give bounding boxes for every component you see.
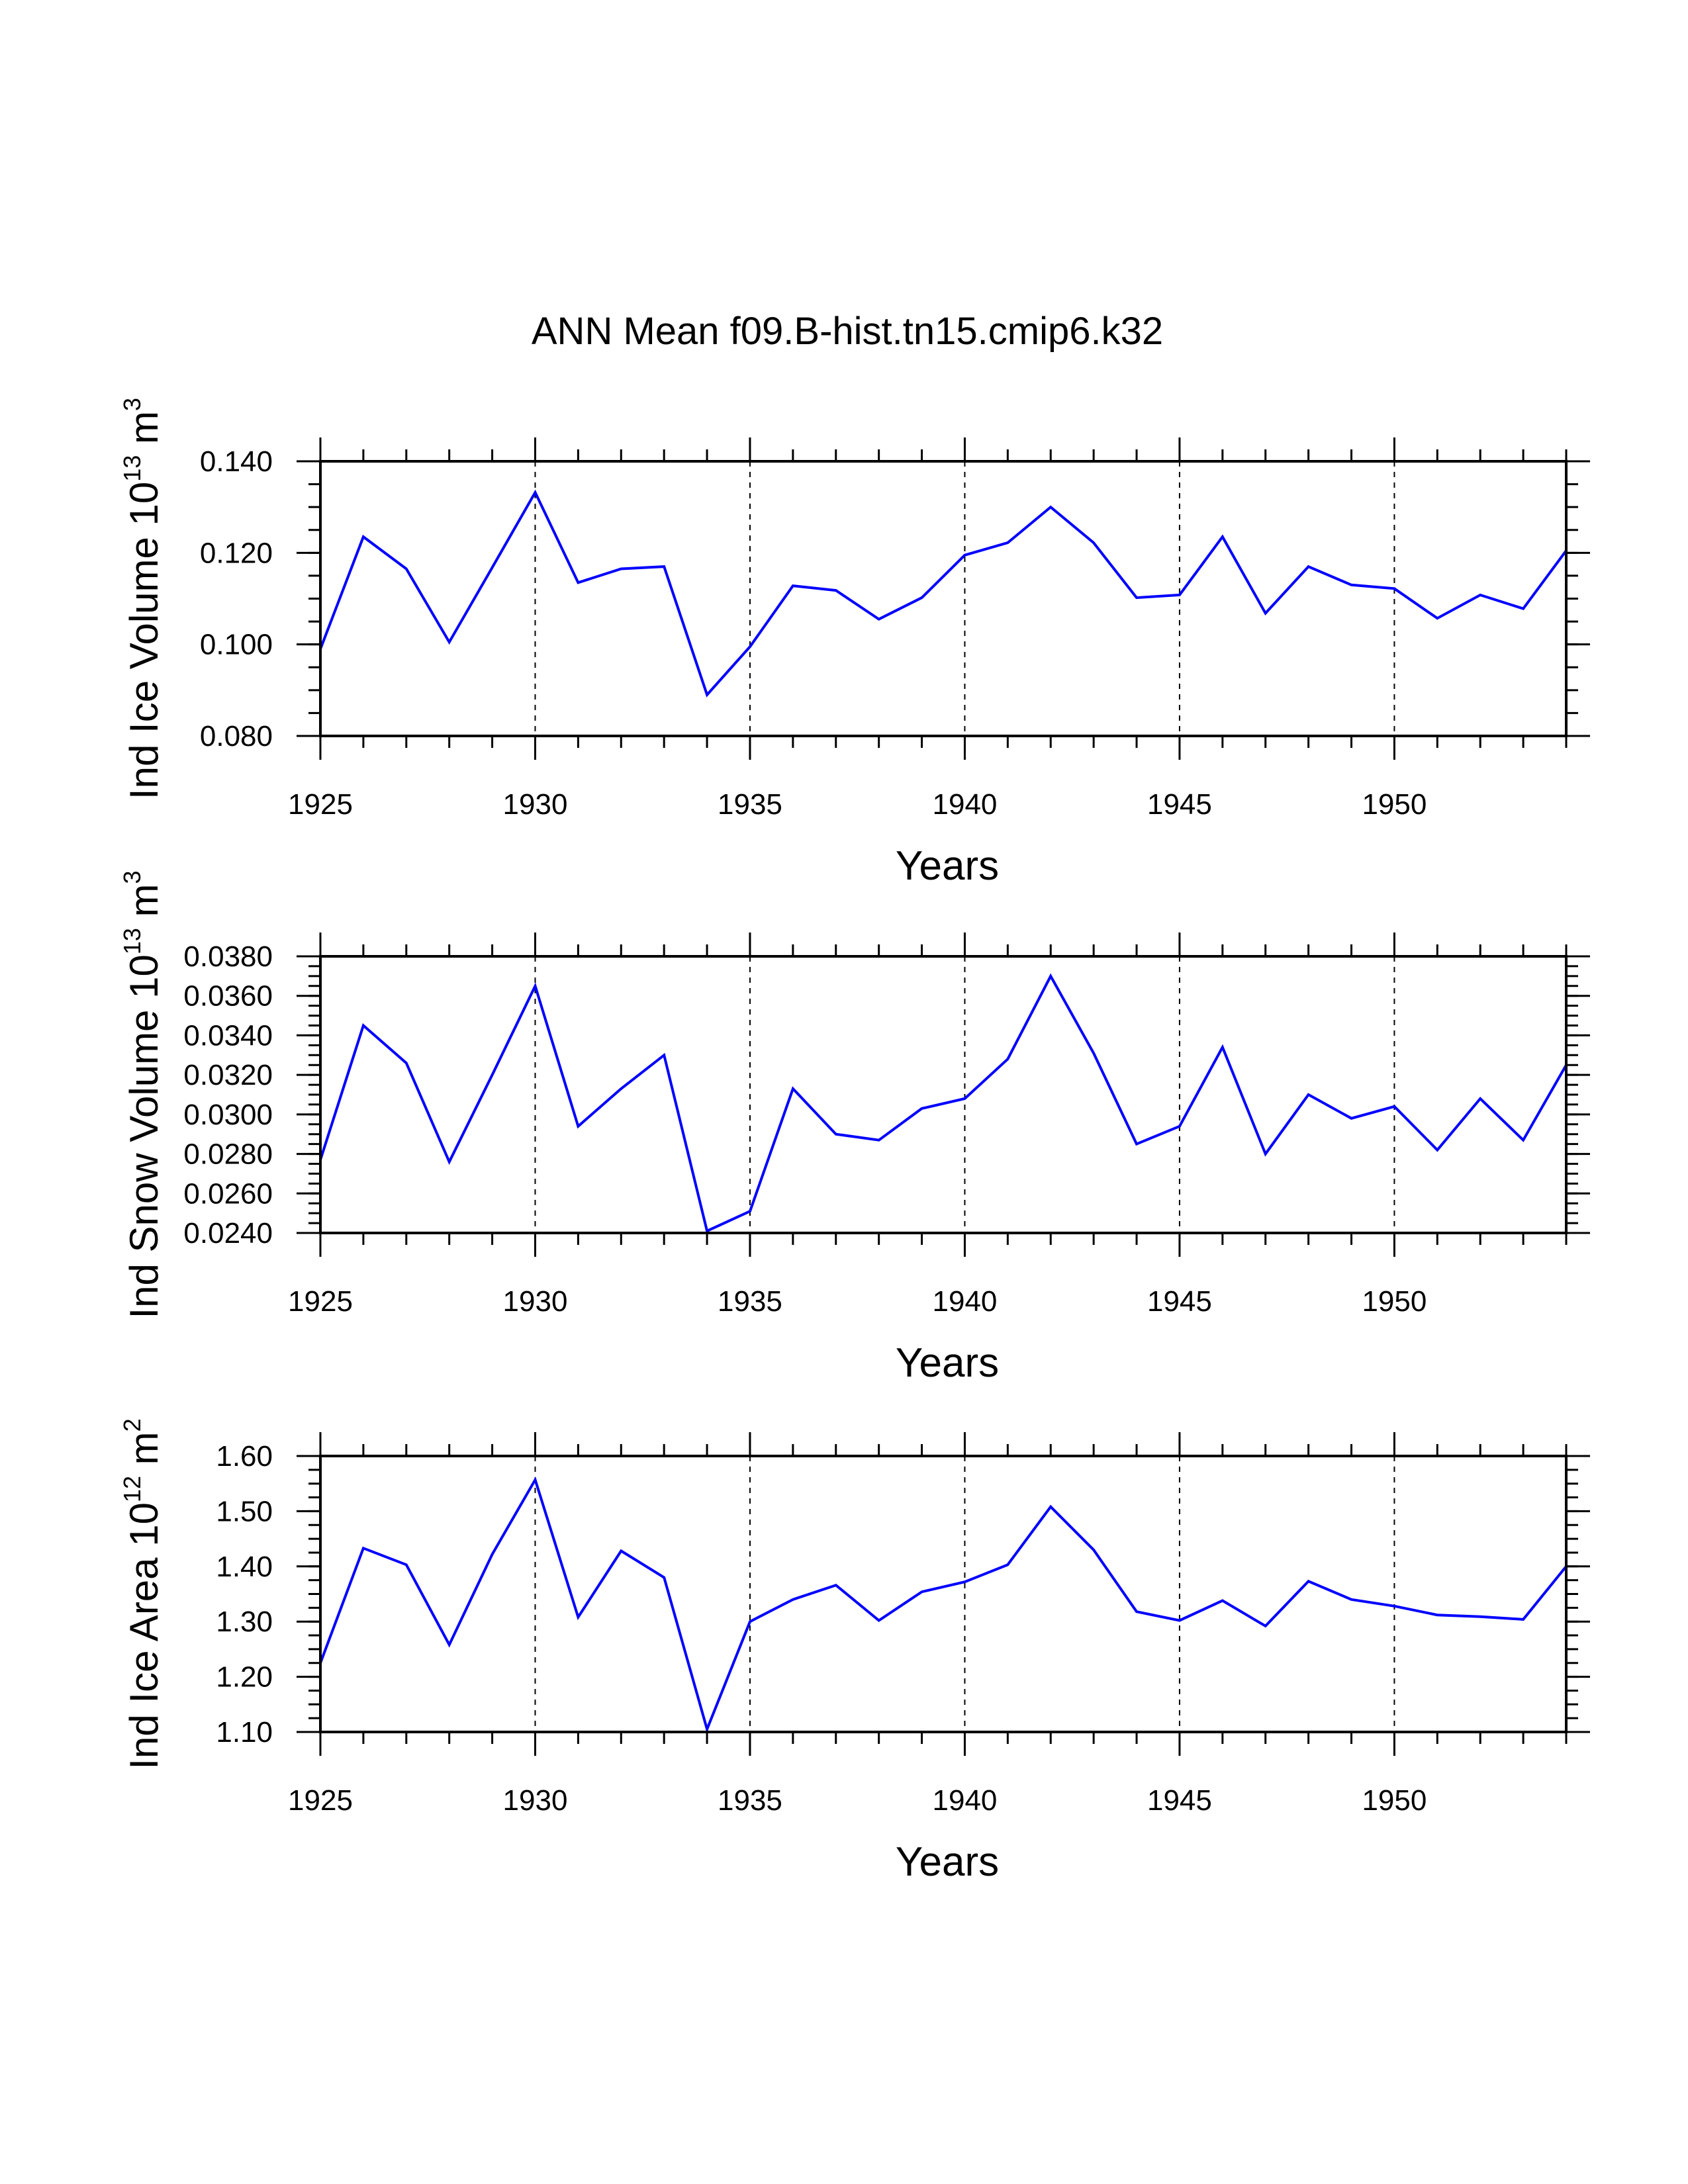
x-tick-label: 1950 bbox=[1362, 1784, 1427, 1817]
y-axis-title: Ind Ice Area 1012 m2 bbox=[118, 1418, 166, 1769]
y-tick-label: 0.0320 bbox=[183, 1059, 273, 1091]
series-line bbox=[319, 1476, 1568, 1734]
chart-title: ANN Mean f09.B-hist.tn15.cmip6.k32 bbox=[532, 310, 1163, 353]
x-tick-label: 1930 bbox=[503, 788, 568, 821]
y-tick-label: 1.30 bbox=[216, 1606, 273, 1638]
y-tick-label: 0.100 bbox=[200, 629, 273, 661]
x-tick-label: 1925 bbox=[288, 788, 353, 821]
panel-2: 1925 1930 1935 1940 1945 1950 Years 0.0240 0.026… bbox=[118, 870, 1590, 1386]
y-tick-label: 0.0380 bbox=[183, 940, 273, 973]
plot-frame bbox=[319, 460, 1568, 737]
plot-frame bbox=[319, 1455, 1568, 1733]
x-axis-title: Years bbox=[896, 843, 999, 889]
x-tick-label: 1930 bbox=[503, 1784, 568, 1817]
y-tick-label: 1.10 bbox=[216, 1716, 273, 1749]
y-tick-label: 0.0360 bbox=[183, 980, 273, 1013]
y-axis-title: Ind Ice Volume 1013 m3 bbox=[118, 398, 166, 799]
x-tick-label: 1935 bbox=[718, 1285, 782, 1318]
x-tick-label: 1940 bbox=[933, 788, 998, 821]
y-tick-label: 1.60 bbox=[216, 1440, 273, 1473]
plot-frame bbox=[319, 955, 1568, 1234]
panel-3: 1925 1930 1935 1940 1945 1950 Years 1.10 1.20 1.3… bbox=[118, 1418, 1590, 1885]
x-tick-label: 1935 bbox=[718, 1784, 782, 1817]
y-tick-label: 0.0300 bbox=[183, 1099, 273, 1131]
x-tick-label: 1930 bbox=[503, 1285, 568, 1318]
y-tick-label: 1.50 bbox=[216, 1495, 273, 1527]
x-tick-label: 1945 bbox=[1147, 1285, 1212, 1318]
x-tick-label: 1945 bbox=[1147, 1784, 1212, 1817]
y-tick-label: 0.120 bbox=[200, 537, 273, 569]
x-tick-label: 1940 bbox=[933, 1285, 998, 1318]
series-line bbox=[319, 489, 1568, 698]
y-tick-label: 0.0260 bbox=[183, 1177, 273, 1210]
y-tick-label: 0.0240 bbox=[183, 1217, 273, 1250]
x-tick-label: 1940 bbox=[933, 1784, 998, 1817]
x-tick-label: 1950 bbox=[1362, 788, 1427, 821]
x-tick-label: 1925 bbox=[288, 1784, 353, 1817]
y-tick-label: 0.0280 bbox=[183, 1138, 273, 1171]
x-tick-label: 1950 bbox=[1362, 1285, 1427, 1318]
x-axis-title: Years bbox=[896, 1340, 999, 1386]
y-tick-label: 0.140 bbox=[200, 445, 273, 478]
x-tick-label: 1945 bbox=[1147, 788, 1212, 821]
y-tick-label: 1.20 bbox=[216, 1661, 273, 1694]
y-tick-label: 0.0340 bbox=[183, 1019, 273, 1052]
y-tick-label: 1.40 bbox=[216, 1551, 273, 1583]
panels: 1925 1930 1935 1940 1945 1950 Years 0.080 0.100 0… bbox=[118, 398, 1590, 1885]
x-axis-title: Years bbox=[896, 1839, 999, 1885]
y-axis-title: Ind Snow Volume 1013 m3 bbox=[118, 870, 166, 1318]
y-tick-label: 0.080 bbox=[200, 720, 273, 752]
x-tick-label: 1935 bbox=[718, 788, 782, 821]
series-line bbox=[319, 973, 1568, 1233]
x-tick-label: 1925 bbox=[288, 1285, 353, 1318]
panel-1: 1925 1930 1935 1940 1945 1950 Years 0.080 0.100 0… bbox=[118, 398, 1590, 889]
